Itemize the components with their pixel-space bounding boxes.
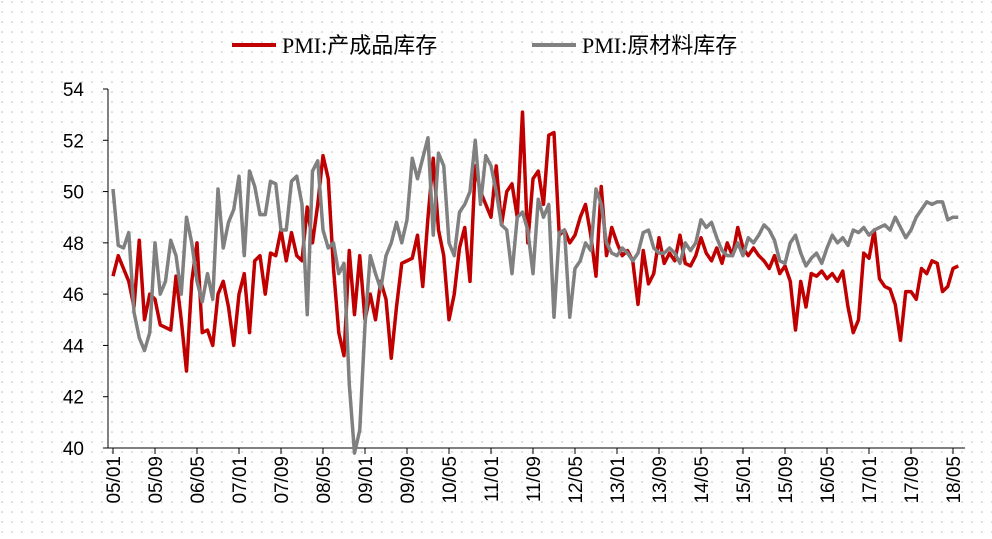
x-tick-label: 11/09 <box>524 456 545 502</box>
x-tick-label: 14/05 <box>692 456 713 504</box>
y-tick-label: 50 <box>63 183 84 204</box>
x-tick-label: 17/01 <box>860 456 881 504</box>
x-tick-label: 07/09 <box>272 456 293 504</box>
x-tick-label: 16/05 <box>818 456 839 504</box>
x-tick-label: 13/09 <box>650 456 671 504</box>
x-tick-label: 15/09 <box>776 456 797 504</box>
series-line <box>111 110 960 373</box>
legend-label: PMI:产成品库存 <box>282 33 437 58</box>
y-tick-label: 40 <box>63 439 84 460</box>
x-tick-label: 05/01 <box>104 456 125 504</box>
x-tick-label: 06/05 <box>188 456 209 504</box>
y-tick-label: 46 <box>63 285 84 306</box>
y-tick-label: 52 <box>63 131 84 152</box>
legend-label: PMI:原材料库存 <box>582 33 737 58</box>
x-tick-label: 15/01 <box>734 456 755 504</box>
x-tick-label: 12/05 <box>566 456 587 504</box>
x-tick-label: 09/09 <box>398 456 419 504</box>
x-tick-label: 05/09 <box>146 456 167 504</box>
x-tick-label: 07/01 <box>230 456 251 504</box>
series-line <box>111 135 959 455</box>
x-tick-label: 17/09 <box>902 456 923 504</box>
y-tick-label: 54 <box>63 80 85 101</box>
x-tick-label: 11/01 <box>482 456 503 502</box>
x-tick-label: 18/05 <box>944 456 965 504</box>
y-tick-label: 42 <box>63 388 84 409</box>
x-tick-label: 13/01 <box>608 456 629 504</box>
y-tick-label: 44 <box>63 336 85 357</box>
x-tick-label: 10/05 <box>440 456 461 504</box>
x-tick-label: 08/05 <box>314 456 335 504</box>
y-tick-label: 48 <box>63 234 84 255</box>
x-tick-label: 09/01 <box>356 456 377 504</box>
